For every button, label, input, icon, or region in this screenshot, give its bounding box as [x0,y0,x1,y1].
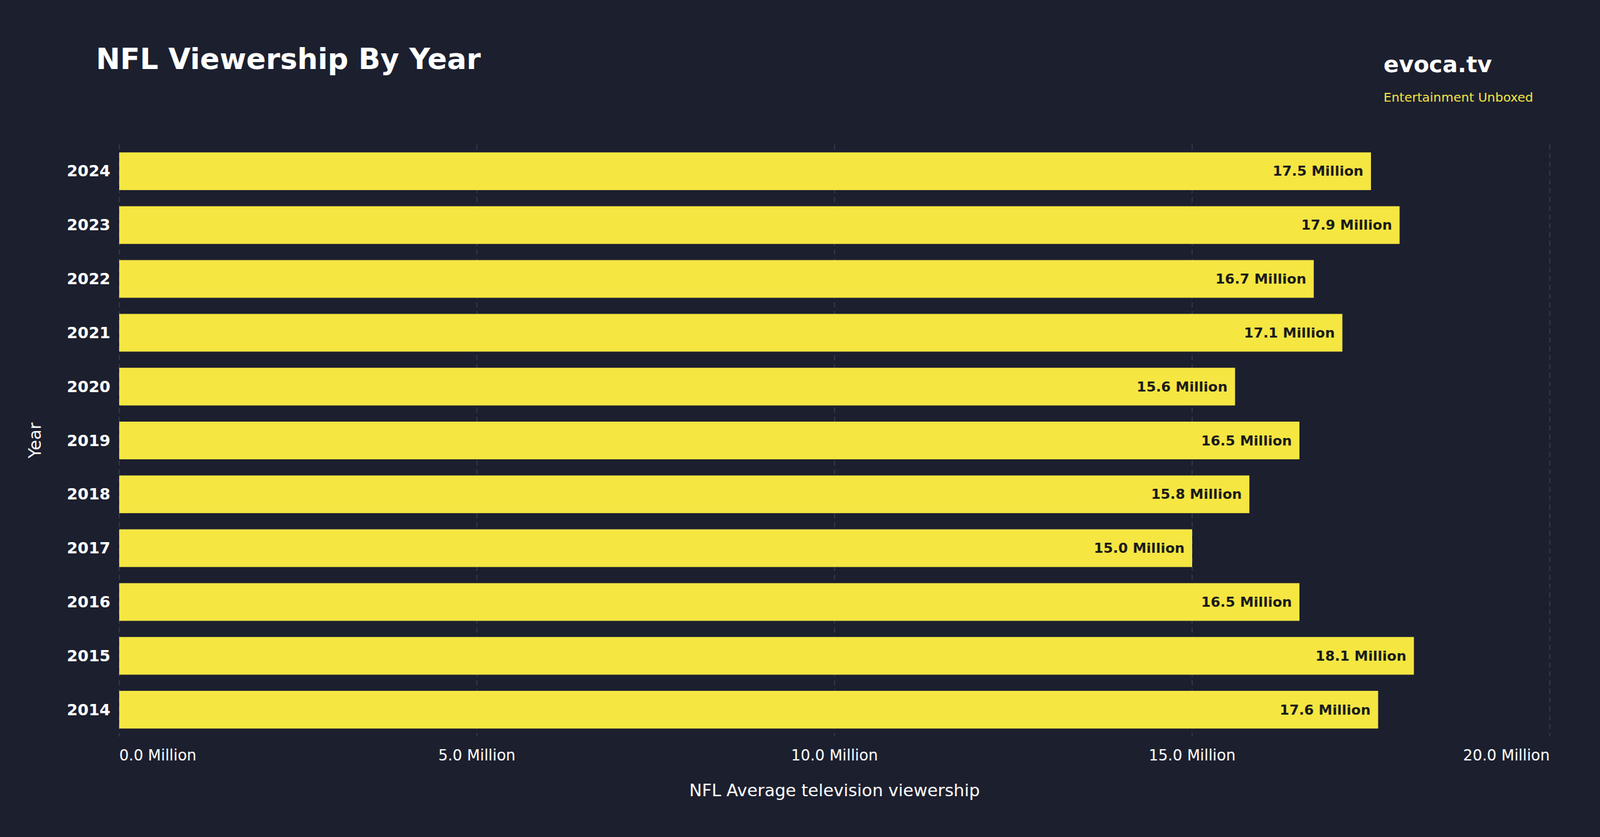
grid-line [1549,144,1551,737]
background [0,0,1600,837]
bar [119,260,1314,299]
grid [119,144,1550,737]
data-label: 18.1 Million [1315,648,1407,664]
data-label: 16.5 Million [1200,432,1292,449]
y-tick-label: 2024 [66,161,111,181]
y-tick-label: 2017 [66,538,111,558]
data-label: 17.5 Million [1272,163,1364,179]
bars [119,152,1414,729]
annotation: evoca.tv [1383,51,1493,78]
x-tick-label: 15.0 Million [1148,746,1236,765]
chart: 0.0 Million 5.0 Million 10.0 Million 15.0 M… [0,0,1600,837]
bar [119,582,1300,621]
x-tick-label: 20.0 Million [1463,746,1550,765]
y-tick-label: 2018 [66,485,111,504]
x-tick-label: 0.0 Million [119,746,197,765]
bar [119,313,1343,352]
bar [119,152,1371,191]
annotation: Entertainment Unboxed [1383,89,1534,105]
y-axis-label: Year [25,422,45,460]
bar [119,475,1250,514]
bar [119,636,1414,675]
x-ticks: 0.0 Million 5.0 Million 10.0 Million 15.0 M… [119,746,1550,765]
title: NFL Viewership By Year [96,42,482,76]
data-label: 17.9 Million [1301,217,1393,233]
y-tick-label: 2023 [66,215,111,235]
data-label: 15.6 Million [1136,378,1228,395]
annotations: evoca.tv Entertainment Unboxed [1383,51,1534,105]
bar [119,690,1378,729]
y-tick-label: 2021 [66,323,111,342]
y-tick-label: 2019 [66,431,111,450]
y-ticks: 2024 2023 2022 2021 2020 2019 2018 2017 2016 2015… [66,161,111,719]
y-tick-label: 2014 [66,700,111,720]
data-label: 16.7 Million [1215,271,1307,287]
y-tick-label: 2020 [66,377,111,396]
bar [119,206,1400,245]
y-tick-label: 2015 [66,646,111,666]
x-tick-label: 10.0 Million [791,746,878,765]
y-tick-label: 2016 [66,592,111,612]
bar [119,367,1235,406]
data-labels: 17.5 Million 17.9 Million 16.7 Million 17.1… [1093,163,1407,718]
data-label: 15.8 Million [1150,486,1242,502]
x-tick-label: 5.0 Million [437,746,516,765]
data-label: 17.6 Million [1280,702,1371,718]
data-label: 15.0 Million [1093,540,1185,556]
bar [119,421,1300,460]
x-axis-label: NFL Average television viewership [688,780,980,800]
y-tick-label: 2022 [66,269,111,288]
page: {"chart_data": { "type": "bar", "orienta… [0,0,1600,837]
data-label: 16.5 Million [1200,594,1292,610]
data-label: 17.1 Million [1244,325,1336,341]
bar [119,529,1193,568]
